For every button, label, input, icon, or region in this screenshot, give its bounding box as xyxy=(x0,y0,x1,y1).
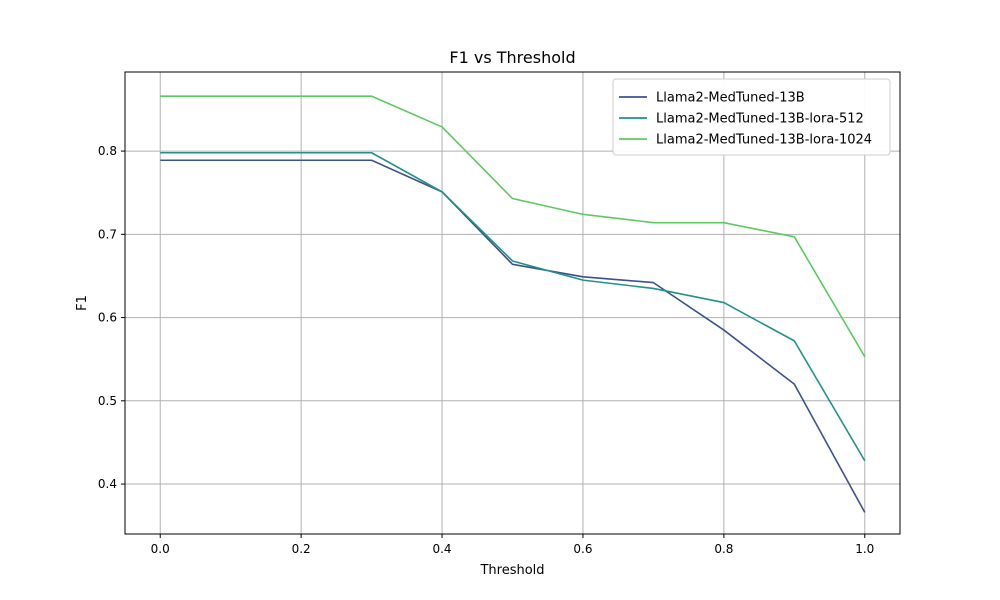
chart-title: F1 vs Threshold xyxy=(449,48,575,67)
legend-frame xyxy=(612,78,891,156)
y-axis-label: F1 xyxy=(75,295,90,311)
x-tick-label: 0.0 xyxy=(151,542,170,556)
x-axis-label: Threshold xyxy=(479,563,544,578)
x-tick-label: 0.8 xyxy=(714,542,733,556)
legend-label: Llama2-MedTuned-13B xyxy=(656,91,805,106)
legend-label: Llama2-MedTuned-13B-lora-1024 xyxy=(656,133,872,148)
x-tick-label: 0.4 xyxy=(432,542,451,556)
plot-area-frame xyxy=(124,71,901,535)
x-tick-label: 0.2 xyxy=(292,542,311,556)
legend-label: Llama2-MedTuned-13B-lora-512 xyxy=(656,112,864,127)
y-tick-label: 0.4 xyxy=(98,477,117,491)
series-line-3 xyxy=(160,95,866,358)
y-tick-label: 0.7 xyxy=(98,227,117,241)
tick-layer: 0.0 0.2 0.4 0.6 0.8 1.0 0.4 0.5 0.6 0.7 0.8 xyxy=(98,144,874,556)
x-tick-label: 1.0 xyxy=(855,542,874,556)
y-tick-label: 0.8 xyxy=(98,144,117,158)
legend: Llama2-MedTuned-13B Llama2-MedTuned-13B-l… xyxy=(612,78,891,156)
series-layer xyxy=(160,95,866,513)
x-tick-label: 0.6 xyxy=(573,542,592,556)
series-line-2 xyxy=(160,151,866,462)
y-tick-label: 0.5 xyxy=(98,394,117,408)
y-tick-label: 0.6 xyxy=(98,311,117,325)
series-line-1 xyxy=(160,159,866,513)
